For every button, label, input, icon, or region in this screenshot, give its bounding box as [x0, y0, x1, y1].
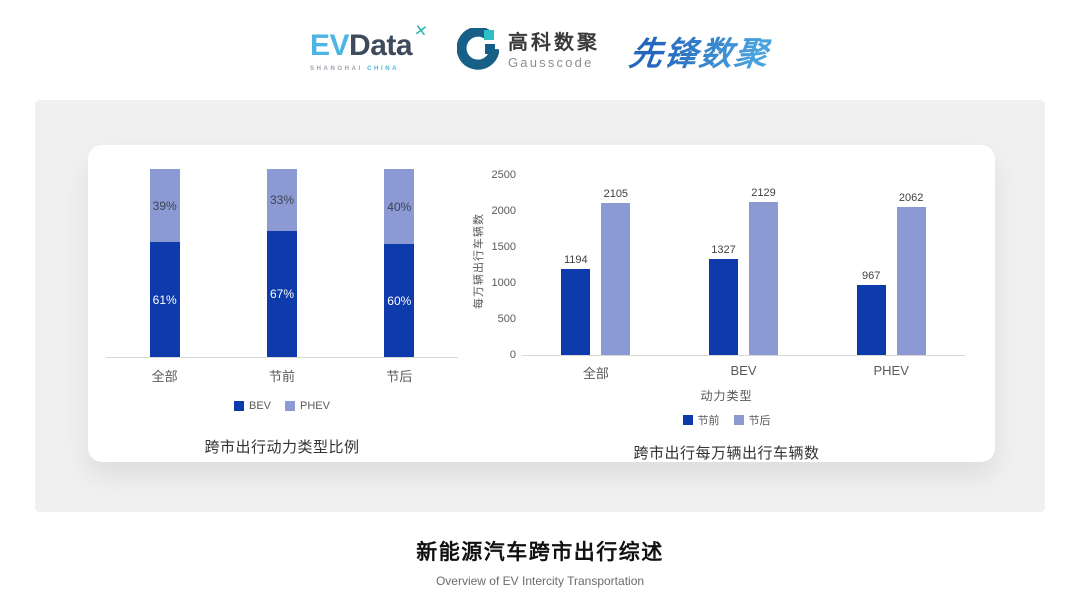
y-axis-title-text: 每万辆出行车辆数 — [473, 213, 485, 309]
y-tick-label: 0 — [509, 349, 516, 361]
x-spark-icon: ✕ — [413, 21, 429, 41]
bar — [708, 259, 738, 355]
bar-group: 1194 2105 — [561, 188, 631, 355]
legend-item: BEV — [234, 400, 271, 412]
bar-wrap: 2105 — [601, 188, 631, 355]
evdata-ev-text: EV — [310, 28, 350, 62]
stacked-bar-column: 33% 67% — [223, 169, 340, 357]
grouped-x-labels: 全部 BEV PHEV — [522, 356, 965, 382]
bev-segment: 67% — [266, 231, 297, 357]
legend-label: 节后 — [748, 415, 771, 427]
stacked-bar-column: 40% 60% — [341, 169, 458, 357]
logo-header: EV Data ✕ SHANGHAI CHINA 高科数聚 Gausscode — [0, 22, 1080, 80]
stacked-legend: BEV PHEV — [106, 400, 458, 412]
gausscode-text: 高科数聚 Gausscode — [508, 32, 600, 70]
bar-value-label: 1194 — [564, 254, 588, 267]
grouped-chart-title: 跨市出行每万辆出行车辆数 — [633, 445, 820, 462]
legend-swatch — [285, 401, 296, 411]
main-title: 新能源汽车跨市出行综述 — [416, 541, 664, 564]
stacked-bar: 33% 67% — [266, 169, 297, 357]
grouped-legend: 节前 节后 — [470, 412, 983, 428]
y-tick-label: 2000 — [491, 205, 516, 217]
bar-value-label: 2129 — [751, 186, 776, 199]
bar-value-label: 2105 — [603, 188, 629, 201]
legend-swatch — [234, 401, 244, 411]
y-tick-label: 500 — [497, 313, 516, 325]
y-tick-label: 1000 — [491, 277, 516, 289]
bar-value-label: 967 — [861, 270, 881, 283]
stacked-plot: 39% 61% 33% 67% 40% 60% — [106, 169, 458, 357]
category-label: 节后 — [386, 369, 413, 384]
gray-panel: 39% 61% 33% 67% 40% 60% 全部 节前 节后 BEV PHEV 跨市出行动力… — [35, 100, 1045, 512]
evdata-data-text: Data — [349, 28, 413, 62]
bar — [561, 269, 591, 355]
phev-segment: 39% — [149, 169, 180, 243]
category-label: BEV — [730, 363, 757, 378]
gausscode-chinese-name: 高科数聚 — [507, 32, 600, 54]
stacked-bar-chart: 39% 61% 33% 67% 40% 60% 全部 节前 节后 BEV PHEV 跨市出行动力… — [106, 167, 458, 462]
bev-segment: 61% — [149, 242, 180, 357]
stacked-bar: 39% 61% — [149, 169, 180, 357]
legend-item: 节后 — [733, 412, 771, 428]
bar-wrap: 1327 — [708, 244, 738, 355]
category-label: 全部 — [582, 366, 609, 381]
grouped-plot-main: 1194 2105 1327 2129 967 2062 全部 BEV PHEV — [522, 167, 983, 382]
gausscode-logo: 高科数聚 Gausscode — [456, 26, 600, 75]
bar — [748, 201, 778, 355]
stacked-chart-title: 跨市出行动力类型比例 — [204, 439, 360, 456]
bar-value-label: 1327 — [711, 244, 736, 257]
y-tick-label: 2500 — [491, 169, 516, 181]
y-axis-ticks: 0 500 1000 1500 2000 2500 — [486, 167, 522, 361]
phev-segment: 40% — [384, 169, 415, 245]
evdata-logo: EV Data ✕ SHANGHAI CHINA — [310, 22, 428, 72]
y-tick-label: 1500 — [491, 241, 516, 253]
footer: 新能源汽车跨市出行综述 Overview of EV Intercity Tra… — [0, 536, 1080, 588]
bar-group: 967 2062 — [856, 191, 926, 355]
stacked-x-labels: 全部 节前 节后 — [106, 357, 458, 385]
legend-swatch — [733, 415, 744, 425]
category-label: 全部 — [151, 369, 178, 384]
bar-value-label: 2062 — [898, 191, 924, 204]
gausscode-english-name: Gausscode — [507, 55, 594, 70]
bev-segment: 60% — [384, 244, 415, 357]
legend-item: PHEV — [285, 400, 330, 412]
bar — [856, 285, 886, 355]
phev-segment: 33% — [266, 169, 297, 232]
bar-wrap: 2062 — [896, 191, 926, 355]
bar-wrap: 1194 — [561, 254, 591, 355]
legend-label: 节前 — [697, 415, 720, 427]
stacked-bar-column: 39% 61% — [106, 169, 223, 357]
evdata-tagline: SHANGHAI CHINA — [310, 66, 427, 72]
bar — [896, 206, 926, 355]
legend-label: PHEV — [300, 400, 330, 412]
grouped-plot: 1194 2105 1327 2129 967 2062 — [522, 175, 965, 356]
y-axis-title: 每万辆出行车辆数 — [470, 167, 486, 355]
stacked-bar: 40% 60% — [384, 169, 415, 357]
xianfeng-logo: 先锋数聚 — [627, 27, 774, 75]
x-axis-title: 动力类型 — [700, 389, 753, 403]
legend-swatch — [682, 415, 693, 425]
legend-label: BEV — [249, 400, 272, 412]
bar-wrap: 2129 — [748, 186, 778, 355]
gausscode-g-icon — [456, 26, 500, 75]
category-label: 节前 — [268, 369, 295, 384]
bar — [601, 203, 631, 355]
bar-group: 1327 2129 — [708, 186, 778, 355]
grouped-bar-chart: 每万辆出行车辆数 0 500 1000 1500 2000 2500 1194 2105 13… — [458, 167, 995, 462]
grouped-plot-area: 每万辆出行车辆数 0 500 1000 1500 2000 2500 1194 2105 13… — [470, 167, 983, 382]
evdata-wordmark: EV Data ✕ — [310, 22, 428, 62]
subtitle: Overview of EV Intercity Transportation — [435, 574, 645, 588]
charts-card: 39% 61% 33% 67% 40% 60% 全部 节前 节后 BEV PHEV 跨市出行动力… — [88, 145, 995, 462]
evdata-shanghai-text: SHANGHAI — [310, 65, 363, 72]
evdata-china-text: CHINA — [367, 65, 400, 72]
category-label: PHEV — [873, 363, 909, 378]
bar-wrap: 967 — [856, 270, 886, 355]
legend-item: 节前 — [682, 412, 720, 428]
